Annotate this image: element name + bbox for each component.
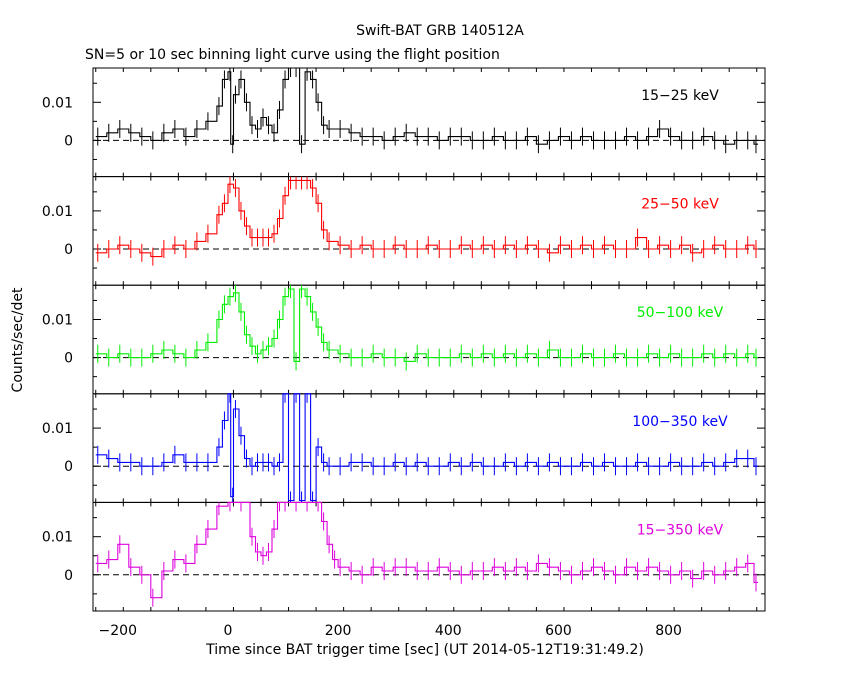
panel-0: 0 0.01 15−25 keV — [42, 67, 766, 178]
panel-frame — [92, 393, 766, 503]
panel-4: 0 0.01 15−350 keV — [42, 501, 766, 612]
y-tick-label: 0.01 — [42, 312, 73, 328]
y-tick-label: 0 — [64, 242, 73, 258]
y-tick-label: 0.01 — [42, 530, 73, 546]
series-line-2 — [95, 288, 758, 362]
panel-frame — [92, 67, 766, 178]
series-line-4 — [95, 501, 758, 599]
y-tick-label: 0 — [64, 568, 73, 584]
x-tick-label: 200 — [325, 623, 352, 639]
panel-label-1: 25−50 keV — [641, 197, 719, 213]
series-line-1 — [95, 179, 758, 258]
y-tick-label: 0 — [64, 459, 73, 475]
panel-frame — [92, 501, 766, 612]
panels-group: 0 0.01 15−25 keV 0 0.01 25−50 keV 0 0.01 50−100 … — [42, 67, 766, 639]
panel-2: 0 0.01 50−100 keV — [42, 284, 766, 395]
x-tick-label: 600 — [545, 623, 572, 639]
y-tick-label: 0 — [64, 351, 73, 367]
panel-label-2: 50−100 keV — [637, 305, 724, 321]
panel-3: 0 0.01 100−350 keV — [42, 393, 766, 503]
y-tick-label: 0.01 — [42, 204, 73, 220]
series-line-3 — [95, 393, 758, 502]
panel-label-0: 15−25 keV — [641, 88, 719, 104]
x-tick-label: 400 — [435, 623, 462, 639]
panel-frame — [92, 176, 766, 286]
chart-title: Swift-BAT GRB 140512A — [356, 23, 524, 39]
x-tick-label: 800 — [655, 623, 682, 639]
y-tick-label: 0.01 — [42, 421, 73, 437]
x-axis-label: Time since BAT trigger time [sec] (UT 20… — [205, 642, 644, 658]
y-tick-label: 0.01 — [42, 95, 73, 111]
x-tick-label: −200 — [99, 623, 137, 639]
panel-label-4: 15−350 keV — [637, 522, 724, 538]
x-tick-label: 0 — [223, 623, 232, 639]
panel-frame — [92, 284, 766, 395]
y-axis-label: Counts/sec/det — [10, 287, 26, 392]
series-line-0 — [95, 67, 758, 145]
panel-label-3: 100−350 keV — [632, 414, 728, 430]
panel-1: 0 0.01 25−50 keV — [42, 176, 766, 286]
y-tick-label: 0 — [64, 133, 73, 149]
chart-subtitle: SN=5 or 10 sec binning light curve using… — [85, 47, 500, 63]
